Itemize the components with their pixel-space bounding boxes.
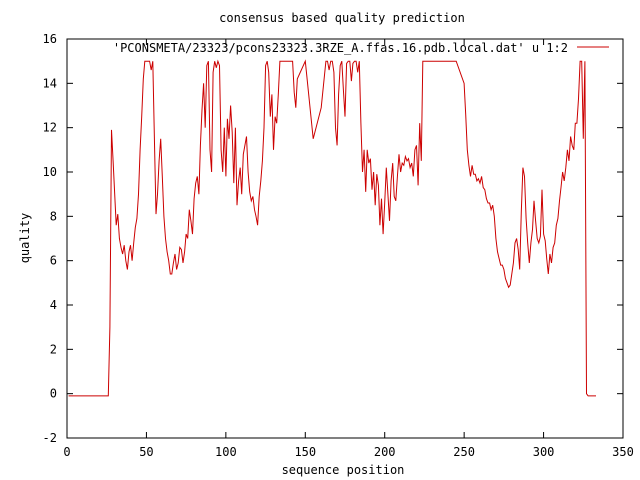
chart-title: consensus based quality prediction: [219, 11, 465, 25]
x-tick-label: 250: [453, 445, 475, 459]
tick-layer: -2 0 2 4 6 8 10 12 14 16 0 50 100 150 200 250 300 350: [43, 32, 634, 459]
series-line: [68, 59, 596, 397]
x-tick-label: 0: [63, 445, 70, 459]
y-tick-label: 4: [50, 298, 57, 312]
y-axis-label: quality: [18, 213, 32, 264]
y-tick-label: 16: [43, 32, 57, 46]
x-tick-label: 150: [294, 445, 316, 459]
y-tick-label: 12: [43, 121, 57, 135]
plot-frame: [66, 38, 624, 439]
legend-entry-label: 'PCONSMETA/23323/pcons23323.3RZE_A.ffas.…: [113, 41, 568, 55]
x-tick-label: 200: [374, 445, 396, 459]
x-tick-label: 50: [139, 445, 153, 459]
x-axis-label: sequence position: [282, 463, 405, 477]
y-tick-label: -2: [43, 431, 57, 445]
y-tick-label: 2: [50, 342, 57, 356]
x-tick-label: 350: [612, 445, 634, 459]
legend: 'PCONSMETA/23323/pcons23323.3RZE_A.ffas.…: [113, 41, 609, 55]
y-tick-label: 10: [43, 165, 57, 179]
y-tick-label: 0: [50, 387, 57, 401]
y-tick-label: 14: [43, 76, 57, 90]
y-tick-label: 6: [50, 254, 57, 268]
y-tick-label: 8: [50, 209, 57, 223]
x-tick-label: 100: [215, 445, 237, 459]
series-layer: [68, 59, 596, 397]
x-tick-label: 300: [533, 445, 555, 459]
